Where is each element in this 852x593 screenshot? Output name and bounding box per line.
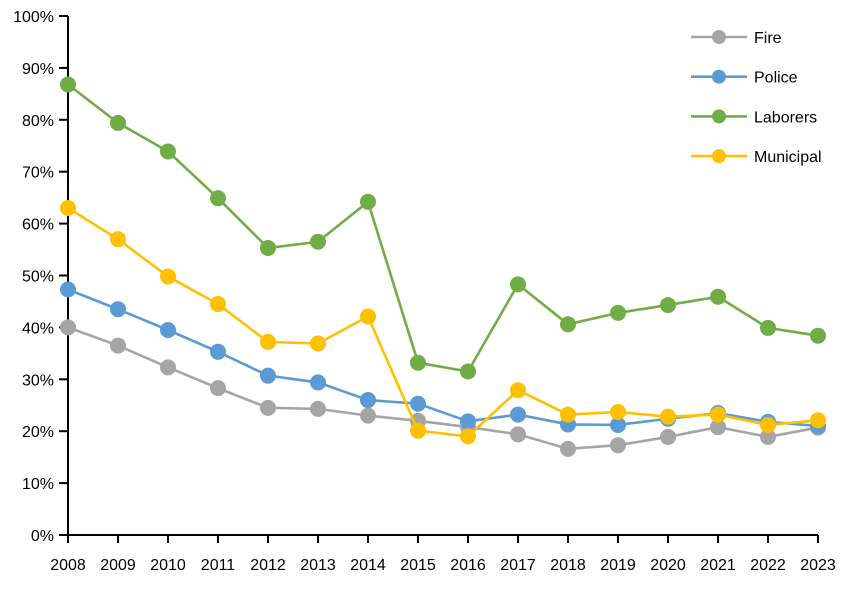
legend-label-fire: Fire [754,30,782,47]
series-marker-police [160,321,176,338]
y-axis-tick-label: 30% [22,372,54,389]
y-axis-tick-label: 70% [22,165,54,182]
series-marker-fire [360,407,376,424]
series-marker-fire [610,437,626,454]
y-axis-tick-label: 50% [22,269,54,286]
series-marker-municipal [810,412,826,429]
y-axis-tick-label: 100% [13,9,54,26]
series-marker-municipal [460,428,476,445]
series-marker-laborers [710,288,726,305]
series-marker-police [410,395,426,412]
y-axis-tick-label: 40% [22,320,54,337]
x-axis-tick-label: 2022 [750,557,786,574]
x-axis-tick-label: 2019 [600,557,636,574]
x-axis-tick-label: 2020 [650,557,686,574]
x-axis-tick-label: 2012 [250,557,286,574]
series-marker-laborers [560,316,576,333]
series-marker-laborers [210,190,226,207]
x-axis-tick-label: 2018 [550,557,586,574]
series-marker-municipal [560,406,576,423]
series-line-laborers [67,83,819,373]
x-axis-tick-label: 2008 [50,557,86,574]
series-marker-laborers [60,76,76,93]
legend-marker-laborers [712,109,726,124]
series-marker-fire [560,440,576,457]
series-marker-municipal [260,333,276,350]
series-marker-fire [760,428,776,445]
series-marker-laborers [610,304,626,321]
series-line-municipal [67,206,819,438]
series-marker-municipal [210,296,226,313]
series-marker-laborers [460,363,476,380]
x-axis-tick-label: 2023 [800,557,836,574]
legend-marker-municipal [712,149,726,164]
series-marker-police [310,374,326,391]
legend-label-laborers: Laborers [754,109,817,126]
series-marker-laborers [410,354,426,371]
y-axis-tick-label: 10% [22,476,54,493]
series-marker-municipal [410,422,426,439]
series-marker-police [60,281,76,298]
series-marker-fire [160,359,176,376]
legend-marker-fire [712,30,726,44]
series-marker-municipal [360,308,376,325]
series-marker-fire [310,400,326,417]
series-marker-fire [60,319,76,336]
series-marker-municipal [710,406,726,423]
series-marker-police [210,343,226,360]
y-axis-tick-label: 0% [31,528,54,545]
series-marker-municipal [160,268,176,285]
series-marker-fire [710,419,726,436]
y-axis-tick-label: 80% [22,113,54,130]
y-axis-tick-label: 20% [22,424,54,441]
series-line-fire [67,326,819,451]
series-marker-municipal [660,408,676,425]
x-axis-tick-label: 2011 [201,557,236,574]
series-marker-municipal [110,231,126,248]
x-axis-tick-label: 2016 [450,557,486,574]
series-marker-laborers [110,114,126,131]
series-marker-fire [210,380,226,397]
legend-label-municipal: Municipal [754,149,822,166]
series-marker-fire [510,426,526,443]
series-marker-municipal [310,335,326,352]
x-axis-tick-label: 2015 [400,557,436,574]
series-marker-police [610,416,626,433]
x-axis-tick-label: 2021 [700,557,736,574]
series-marker-fire [660,428,676,445]
x-axis-tick-label: 2010 [150,557,186,574]
series-marker-laborers [510,276,526,293]
series-marker-laborers [810,327,826,344]
series-marker-police [510,406,526,423]
series-marker-laborers [260,239,276,256]
x-axis-tick-label: 2017 [500,557,536,574]
x-axis-tick-label: 2014 [350,557,386,574]
series-marker-police [460,413,476,430]
series-marker-police [110,301,126,318]
y-axis-tick-label: 90% [22,61,54,78]
series-marker-municipal [610,403,626,420]
series-marker-police [360,392,376,409]
series-marker-laborers [760,319,776,336]
series-marker-laborers [160,143,176,160]
x-axis-tick-label: 2013 [300,557,336,574]
series-marker-municipal [760,416,776,433]
y-axis-tick-label: 60% [22,217,54,234]
series-marker-laborers [660,297,676,314]
series-marker-laborers [360,193,376,210]
series-marker-municipal [510,382,526,399]
x-axis-tick-label: 2009 [100,557,136,574]
series-marker-fire [260,399,276,416]
legend-label-police: Police [754,70,798,87]
legend-marker-police [712,69,726,84]
series-marker-police [260,367,276,384]
series-marker-fire [110,337,126,354]
series-marker-municipal [60,200,76,217]
series-marker-laborers [310,233,326,250]
